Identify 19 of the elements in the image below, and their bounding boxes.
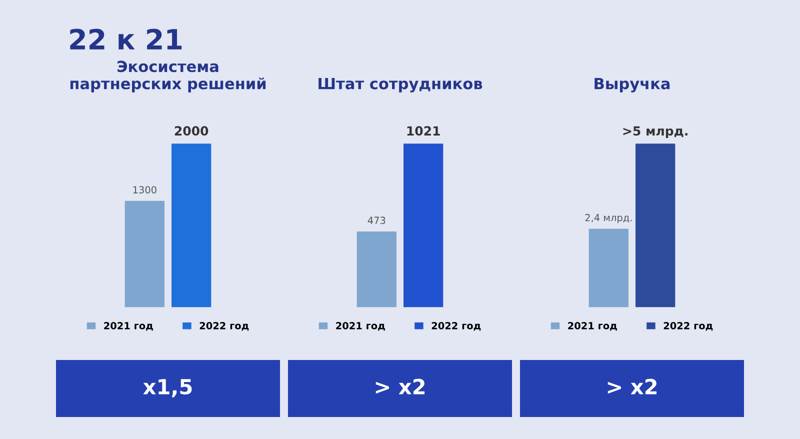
chart-title: Выручка	[594, 78, 670, 92]
text: > x2	[608, 378, 657, 394]
chart-title: Штат сотрудников	[318, 78, 482, 92]
data-label: 2000	[174, 126, 208, 136]
data-label: >5 млрд.	[623, 126, 688, 138]
legend-label: 2021 год	[104, 322, 153, 331]
legend-label: 2021 год	[336, 322, 385, 331]
text: > x2	[376, 378, 425, 394]
data-label: 2,4 млрд.	[585, 214, 632, 224]
data-label: 1300	[133, 186, 156, 194]
legend-label: 2022 год	[432, 322, 481, 331]
legend-label: 2022 год	[200, 322, 249, 331]
text: x1,5	[143, 379, 192, 398]
chart-title: Экосистема партнерских решений	[70, 60, 266, 92]
data-label: 473	[368, 216, 386, 224]
legend-label: 2021 год	[568, 322, 617, 331]
data-label: 1021	[407, 126, 440, 136]
legend-label: 2022 год	[664, 322, 713, 331]
text: 22 к 21	[70, 28, 182, 50]
